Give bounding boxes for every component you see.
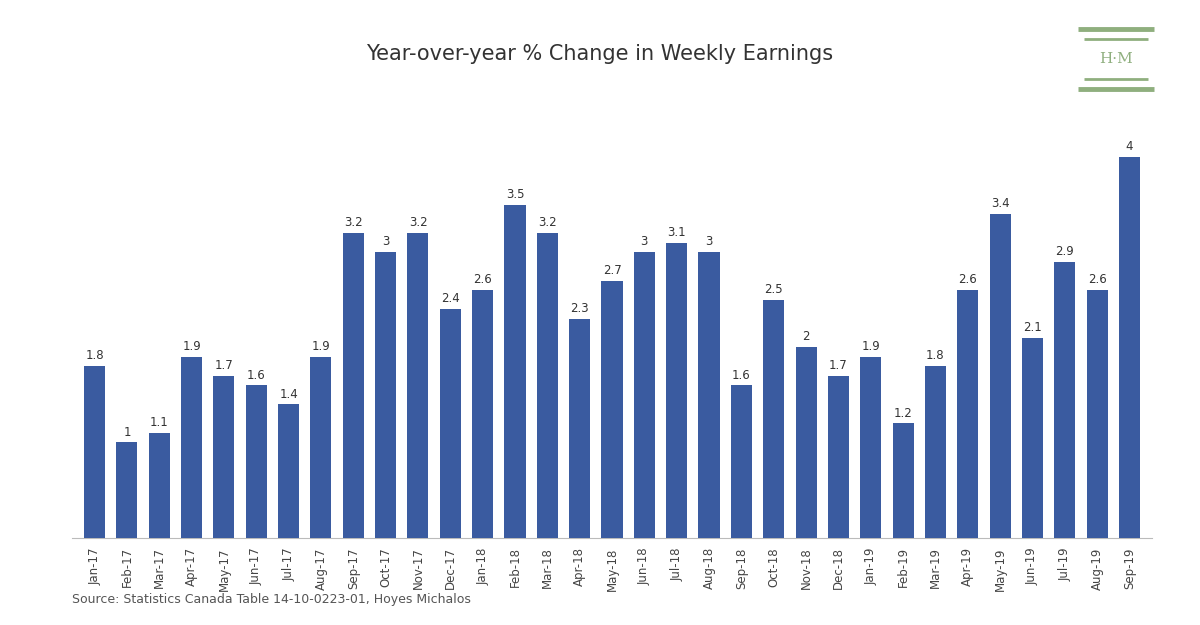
Bar: [181, 357, 202, 538]
Text: 3.4: 3.4: [991, 198, 1009, 211]
Text: 3.2: 3.2: [538, 216, 557, 229]
Text: 1.9: 1.9: [312, 340, 330, 353]
Bar: [311, 357, 331, 538]
Bar: [440, 309, 461, 538]
Text: 2.6: 2.6: [959, 273, 977, 286]
Text: 2.4: 2.4: [440, 292, 460, 306]
Bar: [796, 348, 816, 538]
Text: Source: Statistics Canada Table 14-10-0223-01, Hoyes Michalos: Source: Statistics Canada Table 14-10-02…: [72, 593, 470, 606]
Text: 2.6: 2.6: [473, 273, 492, 286]
Bar: [246, 386, 266, 538]
Text: 1.9: 1.9: [182, 340, 202, 353]
Bar: [990, 214, 1010, 538]
Text: H·M: H·M: [1099, 52, 1133, 66]
Bar: [634, 252, 655, 538]
Text: 1.7: 1.7: [215, 359, 233, 372]
Bar: [214, 376, 234, 538]
Bar: [828, 376, 848, 538]
Bar: [149, 433, 170, 538]
Bar: [731, 386, 752, 538]
Bar: [1118, 157, 1140, 538]
Text: 3.2: 3.2: [344, 216, 362, 229]
Text: 1.7: 1.7: [829, 359, 847, 372]
Bar: [1022, 338, 1043, 538]
Bar: [601, 281, 623, 538]
Text: 3.2: 3.2: [409, 216, 427, 229]
Text: 1.1: 1.1: [150, 416, 169, 429]
Text: 3: 3: [706, 236, 713, 248]
Bar: [893, 423, 913, 538]
Bar: [84, 366, 106, 538]
Text: 1: 1: [124, 426, 131, 439]
Bar: [504, 204, 526, 538]
Bar: [958, 290, 978, 538]
Text: 4: 4: [1126, 140, 1133, 153]
Text: 3.5: 3.5: [505, 188, 524, 201]
Bar: [763, 300, 784, 538]
Text: 1.4: 1.4: [280, 388, 298, 401]
Text: 3: 3: [641, 236, 648, 248]
Text: 1.2: 1.2: [894, 407, 912, 419]
Text: 1.8: 1.8: [926, 349, 944, 362]
Text: 2: 2: [803, 331, 810, 344]
Text: 2.7: 2.7: [602, 264, 622, 277]
Bar: [1054, 262, 1075, 538]
Bar: [472, 290, 493, 538]
Bar: [408, 233, 428, 538]
Bar: [666, 242, 688, 538]
Text: 2.9: 2.9: [1055, 245, 1074, 258]
Bar: [925, 366, 946, 538]
Bar: [278, 404, 299, 538]
Bar: [860, 357, 881, 538]
Text: 2.3: 2.3: [570, 302, 589, 315]
Text: 3: 3: [382, 236, 389, 248]
Text: 1.6: 1.6: [247, 369, 265, 381]
Text: 1.9: 1.9: [862, 340, 880, 353]
Bar: [343, 233, 364, 538]
Text: 1.6: 1.6: [732, 369, 751, 381]
Bar: [1086, 290, 1108, 538]
Text: Year-over-year % Change in Weekly Earnings: Year-over-year % Change in Weekly Earnin…: [366, 44, 834, 64]
Bar: [376, 252, 396, 538]
Bar: [698, 252, 720, 538]
Text: 2.5: 2.5: [764, 283, 782, 296]
Bar: [569, 319, 590, 538]
Bar: [116, 442, 138, 538]
Text: 2.1: 2.1: [1022, 321, 1042, 334]
Text: 2.6: 2.6: [1087, 273, 1106, 286]
Bar: [536, 233, 558, 538]
Text: 3.1: 3.1: [667, 226, 686, 239]
Text: 1.8: 1.8: [85, 349, 104, 362]
